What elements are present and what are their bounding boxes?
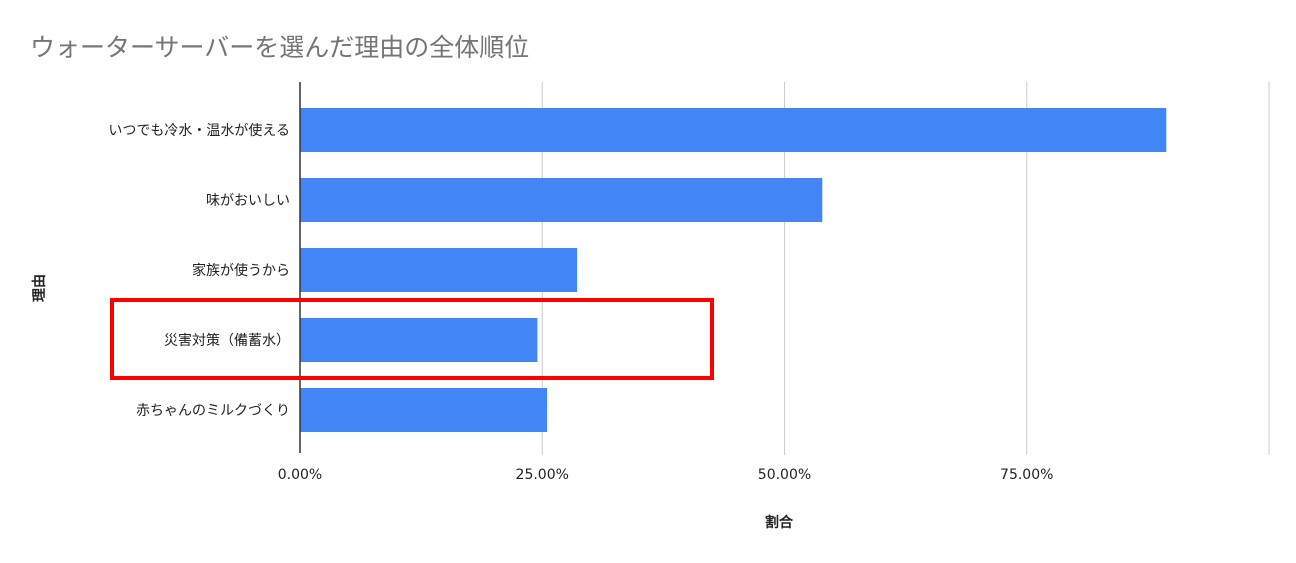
- category-label: 味がおいしい: [206, 193, 290, 209]
- x-tick-label: 75.00%: [1000, 467, 1053, 483]
- bar: [300, 248, 578, 292]
- x-tick-label: 0.00%: [278, 467, 322, 483]
- category-label: 家族が使うから: [192, 262, 290, 279]
- highlight-box: [110, 298, 714, 380]
- bar: [300, 178, 823, 222]
- category-label: 災害対策（備蓄水）: [164, 332, 290, 349]
- x-tick-label: 50.00%: [758, 467, 811, 483]
- category-label: 赤ちゃんのミルクづくり: [136, 403, 290, 419]
- x-axis-label: 割合: [765, 514, 794, 531]
- bar: [300, 388, 548, 432]
- chart-title: ウォーターサーバーを選んだ理由の全体順位: [30, 33, 529, 62]
- x-tick-label: 25.00%: [516, 467, 569, 483]
- bar: [300, 108, 1167, 152]
- y-axis-label: 理由: [31, 274, 48, 302]
- bar: [300, 318, 538, 362]
- category-label: いつでも冷水・温水が使える: [108, 122, 290, 139]
